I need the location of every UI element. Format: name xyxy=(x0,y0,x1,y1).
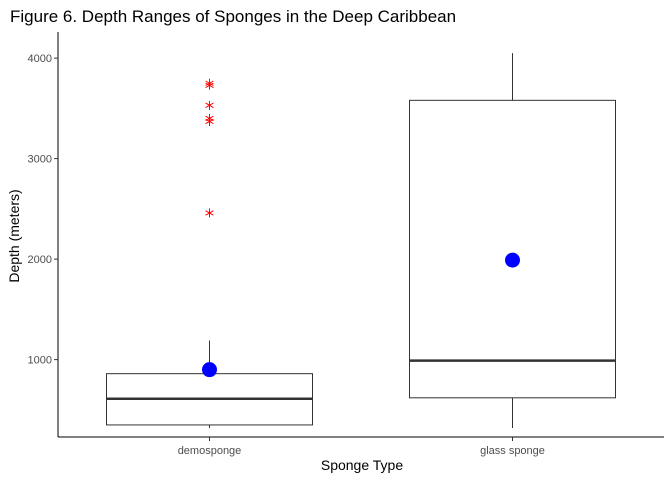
demosponge-outlier-point xyxy=(205,113,214,123)
plot-area: 1000 2000 3000 4000 demosponge glass sponge xyxy=(28,32,664,457)
x-tick-label: demosponge xyxy=(178,445,242,457)
x-axis-title: Sponge Type xyxy=(321,457,403,473)
glass-sponge-box xyxy=(409,99,616,399)
y-axis-title: Depth (meters) xyxy=(6,189,22,282)
demosponge-outlier-point xyxy=(205,100,214,110)
demosponge-outlier-point xyxy=(205,78,214,88)
y-tick-label: 3000 xyxy=(28,154,52,166)
chart-title: Figure 6. Depth Ranges of Sponges in the… xyxy=(10,7,456,26)
y-tick-label: 1000 xyxy=(28,355,52,367)
demosponge-mean-point xyxy=(202,362,217,378)
demosponge-outlier-point xyxy=(205,208,214,218)
glass-sponge-mean-point xyxy=(505,252,520,268)
y-tick-label: 2000 xyxy=(28,254,52,266)
x-tick-label: glass sponge xyxy=(480,445,545,457)
y-tick-label: 4000 xyxy=(28,53,52,65)
